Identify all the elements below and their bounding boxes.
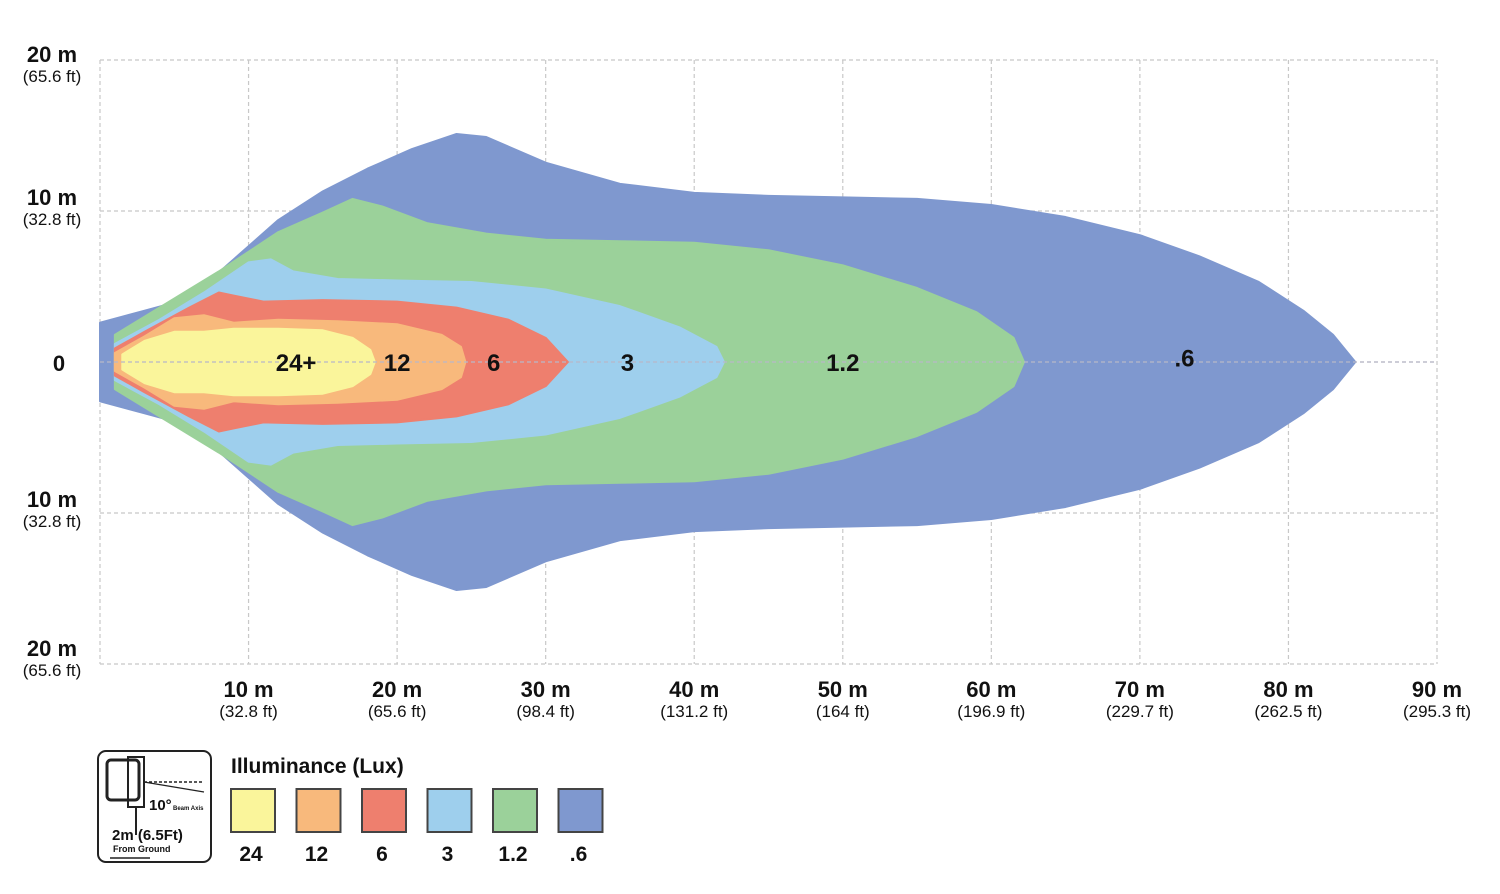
legend-title: Illuminance (Lux) [231,755,404,778]
inset-height-note: From Ground [113,844,171,854]
x-tick-label: 70 m [1115,677,1165,702]
y-axis-ticks: 20 m(65.6 ft)10 m(32.8 ft)010 m(32.8 ft)… [23,42,82,680]
x-tick-sublabel: (229.7 ft) [1106,702,1174,721]
y-tick-sublabel: (32.8 ft) [23,512,82,531]
legend-swatch [295,788,342,833]
inset-height: 2m (6.5Ft) [112,827,183,844]
y-tick-label: 20 m [27,636,77,661]
x-tick-label: 60 m [966,677,1016,702]
x-tick-label: 20 m [372,677,422,702]
legend-value: 24 [239,843,263,866]
x-tick-sublabel: (196.9 ft) [957,702,1025,721]
x-tick-sublabel: (65.6 ft) [368,702,427,721]
y-tick-sublabel: (32.8 ft) [23,210,82,229]
x-tick-sublabel: (262.5 ft) [1254,702,1322,721]
legend-value: 12 [305,843,328,866]
zone-label: .6 [1174,345,1194,372]
zone-label: 6 [487,350,500,377]
x-tick-sublabel: (32.8 ft) [219,702,278,721]
x-tick-sublabel: (131.2 ft) [660,702,728,721]
y-tick-label: 0 [53,351,65,376]
y-tick-sublabel: (65.6 ft) [23,67,82,86]
x-tick-label: 30 m [521,677,571,702]
inset-angle: 10° [149,797,172,814]
light-mount-icon [105,756,205,859]
x-tick-sublabel: (164 ft) [816,702,870,721]
zone-label: 3 [621,350,634,377]
x-tick-label: 50 m [818,677,868,702]
x-tick-label: 90 m [1412,677,1462,702]
legend-swatch [361,788,407,833]
legend-items: 24 12 6 3 1.2 .6 [230,788,604,866]
legend-value: 1.2 [498,843,527,866]
y-tick-label: 10 m [27,487,77,512]
zone-label: 1.2 [826,350,859,377]
legend-swatch [557,788,604,833]
x-tick-sublabel: (295.3 ft) [1403,702,1471,721]
inset-beam-note: Beam Axis [173,806,204,812]
legend-value: 3 [442,843,454,866]
legend-value: 6 [376,843,388,866]
legend-value: .6 [570,843,588,866]
x-axis-ticks: 10 m(32.8 ft) 20 m(65.6 ft) 30 m(98.4 ft) 4… [219,677,1471,721]
x-tick-label: 40 m [669,677,719,702]
zone-label: 12 [384,350,411,377]
legend: Illuminance (Lux) 24 12 6 3 1.2 .6 [230,755,604,866]
zone-label: 24+ [276,350,317,377]
legend-swatch [230,788,276,833]
zone-labels: .6 1.2 3 6 12 24+ [276,345,1195,377]
mounting-inset: 10° Beam Axis 2m (6.5Ft) From Ground [97,750,212,863]
y-tick-label: 10 m [27,185,77,210]
inset-frame [97,750,212,863]
legend-swatch [492,788,538,833]
y-tick-label: 20 m [27,42,77,67]
x-tick-sublabel: (98.4 ft) [516,702,575,721]
legend-swatch [426,788,473,833]
x-tick-label: 10 m [223,677,273,702]
y-tick-sublabel: (65.6 ft) [23,661,82,680]
x-tick-label: 80 m [1263,677,1313,702]
